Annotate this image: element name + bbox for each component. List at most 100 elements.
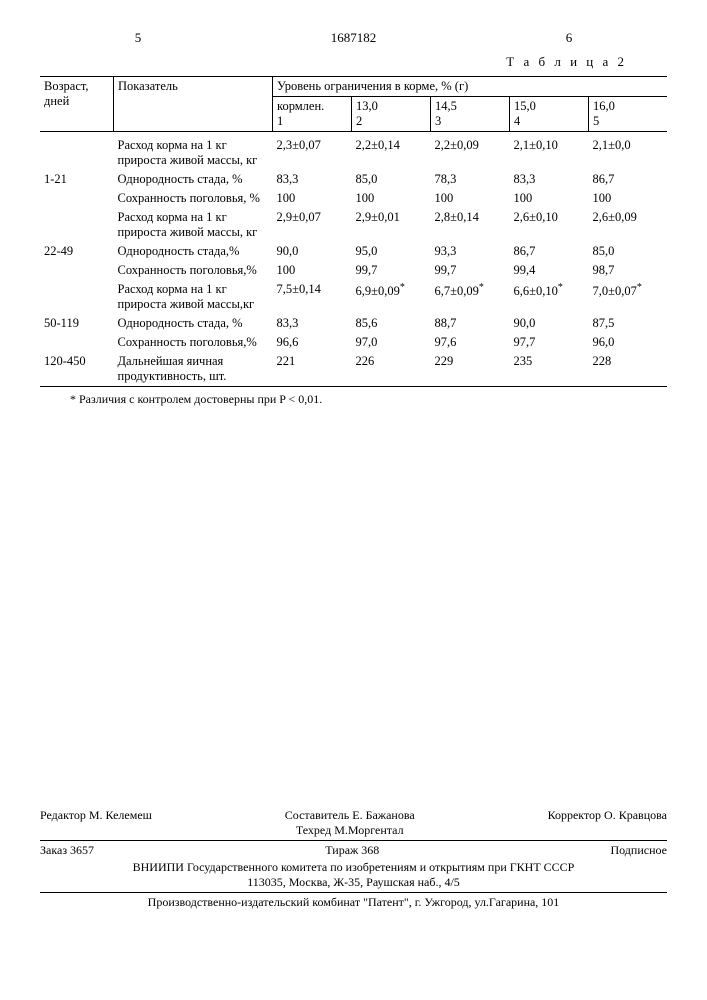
value-cell: 2,6±0,09 bbox=[589, 208, 668, 242]
indicator-cell: Сохранность поголовья, % bbox=[114, 189, 273, 208]
table-row: 1-21Однородность стада, %83,385,078,383,… bbox=[40, 170, 667, 189]
indicator-cell: Расход корма на 1 кг прироста живой масс… bbox=[114, 280, 273, 314]
footnote: * Различия с контролем достоверны при P … bbox=[70, 392, 667, 407]
signed: Подписное bbox=[610, 843, 667, 858]
value-cell: 2,9±0,01 bbox=[352, 208, 431, 242]
age-cell bbox=[40, 333, 114, 352]
value-cell: 2,9±0,07 bbox=[273, 208, 352, 242]
col-group-header: Уровень ограничения в корме, % (г) bbox=[273, 77, 668, 97]
credits-block: Редактор М. Келемеш Составитель Е. Бажан… bbox=[40, 808, 667, 910]
value-cell: 100 bbox=[510, 189, 589, 208]
org: ВНИИПИ Государственного комитета по изоб… bbox=[133, 860, 575, 874]
order: Заказ 3657 bbox=[40, 843, 94, 858]
value-cell: 228 bbox=[589, 352, 668, 387]
col-3: 14,53 bbox=[431, 97, 510, 132]
col-2: 13,02 bbox=[352, 97, 431, 132]
age-cell bbox=[40, 208, 114, 242]
page-header: 5 1687182 6 bbox=[40, 30, 667, 46]
page-num-right: 6 bbox=[566, 30, 573, 46]
indicator-cell: Расход корма на 1 кг прироста живой масс… bbox=[114, 136, 273, 170]
table-body: Расход корма на 1 кг прироста живой масс… bbox=[40, 132, 667, 389]
value-cell: 235 bbox=[510, 352, 589, 387]
age-cell: 120-450 bbox=[40, 352, 114, 387]
value-cell: 97,7 bbox=[510, 333, 589, 352]
value-cell: 221 bbox=[273, 352, 352, 387]
value-cell: 7,0±0,07* bbox=[589, 280, 668, 314]
tirage: Тираж 368 bbox=[325, 843, 379, 858]
value-cell: 7,5±0,14 bbox=[273, 280, 352, 314]
value-cell: 2,8±0,14 bbox=[431, 208, 510, 242]
value-cell: 100 bbox=[352, 189, 431, 208]
value-cell: 95,0 bbox=[352, 242, 431, 261]
age-cell: 22-49 bbox=[40, 242, 114, 261]
value-cell: 2,2±0,14 bbox=[352, 136, 431, 170]
indicator-cell: Однородность стада, % bbox=[114, 170, 273, 189]
table-row: 50-119Однородность стада, %83,385,688,79… bbox=[40, 314, 667, 333]
indicator-cell: Сохранность поголовья,% bbox=[114, 261, 273, 280]
age-cell bbox=[40, 280, 114, 314]
compiler-tech: Составитель Е. БажановаТехред М.Моргента… bbox=[285, 808, 415, 838]
value-cell: 87,5 bbox=[589, 314, 668, 333]
value-cell: 100 bbox=[431, 189, 510, 208]
value-cell: 83,3 bbox=[510, 170, 589, 189]
value-cell: 85,0 bbox=[352, 170, 431, 189]
table-caption: Т а б л и ц а 2 bbox=[40, 54, 627, 70]
value-cell: 2,6±0,10 bbox=[510, 208, 589, 242]
value-cell: 93,3 bbox=[431, 242, 510, 261]
value-cell: 86,7 bbox=[589, 170, 668, 189]
table-row: Сохранность поголовья,%96,697,097,697,79… bbox=[40, 333, 667, 352]
age-cell bbox=[40, 189, 114, 208]
value-cell: 85,0 bbox=[589, 242, 668, 261]
value-cell: 99,7 bbox=[431, 261, 510, 280]
patent-number: 1687182 bbox=[331, 30, 377, 46]
value-cell: 2,3±0,07 bbox=[273, 136, 352, 170]
editor: Редактор М. Келемеш bbox=[40, 808, 152, 838]
value-cell: 98,7 bbox=[589, 261, 668, 280]
value-cell: 83,3 bbox=[273, 314, 352, 333]
value-cell: 78,3 bbox=[431, 170, 510, 189]
value-cell: 100 bbox=[273, 189, 352, 208]
value-cell: 99,4 bbox=[510, 261, 589, 280]
value-cell: 6,6±0,10* bbox=[510, 280, 589, 314]
value-cell: 100 bbox=[273, 261, 352, 280]
value-cell: 97,6 bbox=[431, 333, 510, 352]
value-cell: 2,1±0,10 bbox=[510, 136, 589, 170]
table-row: Расход корма на 1 кг прироста живой масс… bbox=[40, 208, 667, 242]
indicator-cell: Дальнейшая яичная продуктивность, шт. bbox=[114, 352, 273, 387]
value-cell: 83,3 bbox=[273, 170, 352, 189]
age-cell bbox=[40, 136, 114, 170]
value-cell: 85,6 bbox=[352, 314, 431, 333]
value-cell: 100 bbox=[589, 189, 668, 208]
table-row: Расход корма на 1 кг прироста живой масс… bbox=[40, 280, 667, 314]
value-cell: 96,0 bbox=[589, 333, 668, 352]
data-table: Возраст, дней Показатель Уровень огранич… bbox=[40, 76, 667, 388]
value-cell: 2,2±0,09 bbox=[431, 136, 510, 170]
printer: Производственно-издательский комбинат "П… bbox=[40, 893, 667, 910]
value-cell: 99,7 bbox=[352, 261, 431, 280]
col-age: Возраст, дней bbox=[40, 77, 114, 132]
indicator-cell: Расход корма на 1 кг прироста живой масс… bbox=[114, 208, 273, 242]
col-indicator: Показатель bbox=[114, 77, 273, 132]
age-cell bbox=[40, 261, 114, 280]
indicator-cell: Однородность стада,% bbox=[114, 242, 273, 261]
value-cell: 2,1±0,0 bbox=[589, 136, 668, 170]
indicator-cell: Однородность стада, % bbox=[114, 314, 273, 333]
age-cell: 50-119 bbox=[40, 314, 114, 333]
value-cell: 6,9±0,09* bbox=[352, 280, 431, 314]
value-cell: 96,6 bbox=[273, 333, 352, 352]
value-cell: 86,7 bbox=[510, 242, 589, 261]
value-cell: 97,0 bbox=[352, 333, 431, 352]
addr: 113035, Москва, Ж-35, Раушская наб., 4/5 bbox=[247, 875, 460, 889]
table-row: Расход корма на 1 кг прироста живой масс… bbox=[40, 136, 667, 170]
table-row: 22-49Однородность стада,%90,095,093,386,… bbox=[40, 242, 667, 261]
value-cell: 88,7 bbox=[431, 314, 510, 333]
value-cell: 6,7±0,09* bbox=[431, 280, 510, 314]
value-cell: 90,0 bbox=[510, 314, 589, 333]
value-cell: 229 bbox=[431, 352, 510, 387]
col-5: 16,05 bbox=[589, 97, 668, 132]
col-1: кормлен.1 bbox=[273, 97, 352, 132]
table-row: Сохранность поголовья, %100100100100100 bbox=[40, 189, 667, 208]
value-cell: 226 bbox=[352, 352, 431, 387]
indicator-cell: Сохранность поголовья,% bbox=[114, 333, 273, 352]
table-row: 120-450Дальнейшая яичная продуктивность,… bbox=[40, 352, 667, 387]
